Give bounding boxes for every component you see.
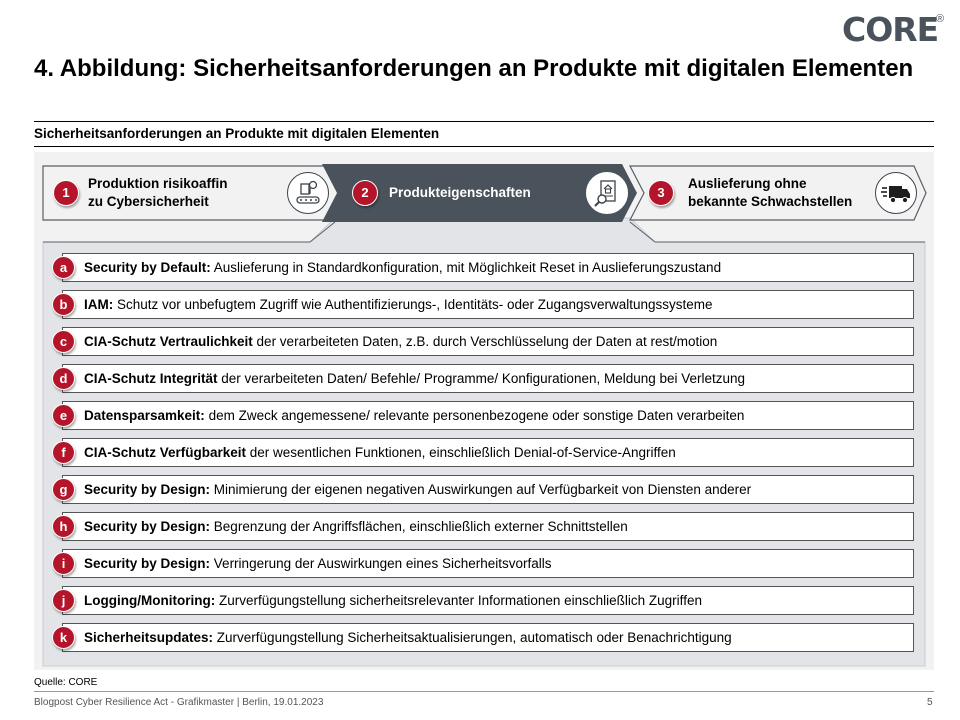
requirement-letter-badge: k [52, 626, 75, 649]
step-3-label-line1: Auslieferung ohne [688, 176, 807, 191]
requirement-text: IAM: Schutz vor unbefugtem Zugriff wie A… [84, 297, 713, 312]
requirement-row-i: Security by Design: Verringerung der Aus… [62, 549, 914, 578]
step-1-label: Produktion risikoaffin zu Cybersicherhei… [88, 175, 228, 211]
requirement-text: CIA-Schutz Verfügbarkeit der wesentliche… [84, 445, 676, 460]
requirement-row-f: CIA-Schutz Verfügbarkeit der wesentliche… [62, 438, 914, 467]
step-3-label-line2: bekannte Schwachstellen [688, 194, 853, 209]
requirement-letter-badge: j [52, 589, 75, 612]
footer-text: Blogpost Cyber Resilience Act - Grafikma… [34, 697, 324, 708]
requirement-text: Security by Design: Minimierung der eige… [84, 482, 752, 497]
requirement-text: Datensparsamkeit: dem Zweck angemessene/… [84, 408, 745, 423]
page-number: 5 [927, 697, 933, 708]
requirement-row-a: Security by Default: Auslieferung in Sta… [62, 253, 914, 282]
requirement-letter-badge: i [52, 552, 75, 575]
requirement-letter-badge: d [52, 367, 75, 390]
footer-divider [34, 691, 934, 692]
source-note: Quelle: CORE [34, 677, 98, 688]
requirement-letter-badge: e [52, 404, 75, 427]
document-inspect-icon [586, 172, 628, 214]
requirement-letter-badge: b [52, 293, 75, 316]
requirement-row-g: Security by Design: Minimierung der eige… [62, 475, 914, 504]
requirement-text: CIA-Schutz Vertraulichkeit der verarbeit… [84, 334, 718, 349]
requirement-row-j: Logging/Monitoring: Zurverfügungstellung… [62, 586, 914, 615]
step-3-chevron [629, 165, 927, 221]
registered-mark: ® [936, 13, 945, 25]
step-1-label-line2: zu Cybersicherheit [88, 194, 209, 209]
step-3-number-badge: 3 [648, 180, 674, 206]
requirement-letter-badge: f [52, 441, 75, 464]
step-3-label: Auslieferung ohne bekannte Schwachstelle… [688, 175, 852, 211]
requirement-letter-badge: c [52, 330, 75, 353]
requirement-row-b: IAM: Schutz vor unbefugtem Zugriff wie A… [62, 290, 914, 319]
requirement-letter-badge: g [52, 478, 75, 501]
requirement-text: Logging/Monitoring: Zurverfügungstellung… [84, 593, 702, 608]
step-1-number-badge: 1 [53, 180, 79, 206]
page-title: 4. Abbildung: Sicherheitsanforderungen a… [34, 55, 914, 82]
requirement-row-c: CIA-Schutz Vertraulichkeit der verarbeit… [62, 327, 914, 356]
core-logo: CORE [842, 10, 939, 49]
factory-conveyor-icon [287, 172, 329, 214]
delivery-truck-icon [875, 172, 917, 214]
requirement-text: Sicherheitsupdates: Zurverfügungstellung… [84, 630, 732, 645]
requirement-text: Security by Default: Auslieferung in Sta… [84, 260, 722, 275]
requirement-text: Security by Design: Begrenzung der Angri… [84, 519, 628, 534]
requirement-text: CIA-Schutz Integrität der verarbeiteten … [84, 371, 746, 386]
requirement-row-d: CIA-Schutz Integrität der verarbeiteten … [62, 364, 914, 393]
requirement-row-k: Sicherheitsupdates: Zurverfügungstellung… [62, 623, 914, 652]
subtitle-divider [34, 146, 934, 147]
requirement-text: Security by Design: Verringerung der Aus… [84, 556, 552, 571]
step-2-number-badge: 2 [352, 180, 378, 206]
title-divider [34, 121, 934, 122]
requirement-letter-badge: h [52, 515, 75, 538]
step-1-label-line1: Produktion risikoaffin [88, 176, 228, 191]
section-subtitle: Sicherheitsanforderungen an Produkte mit… [34, 126, 440, 141]
step-2-label: Produkteigenschaften [389, 185, 531, 200]
requirement-row-h: Security by Design: Begrenzung der Angri… [62, 512, 914, 541]
requirement-row-e: Datensparsamkeit: dem Zweck angemessene/… [62, 401, 914, 430]
requirement-letter-badge: a [52, 256, 75, 279]
step-2-chevron [322, 164, 637, 222]
